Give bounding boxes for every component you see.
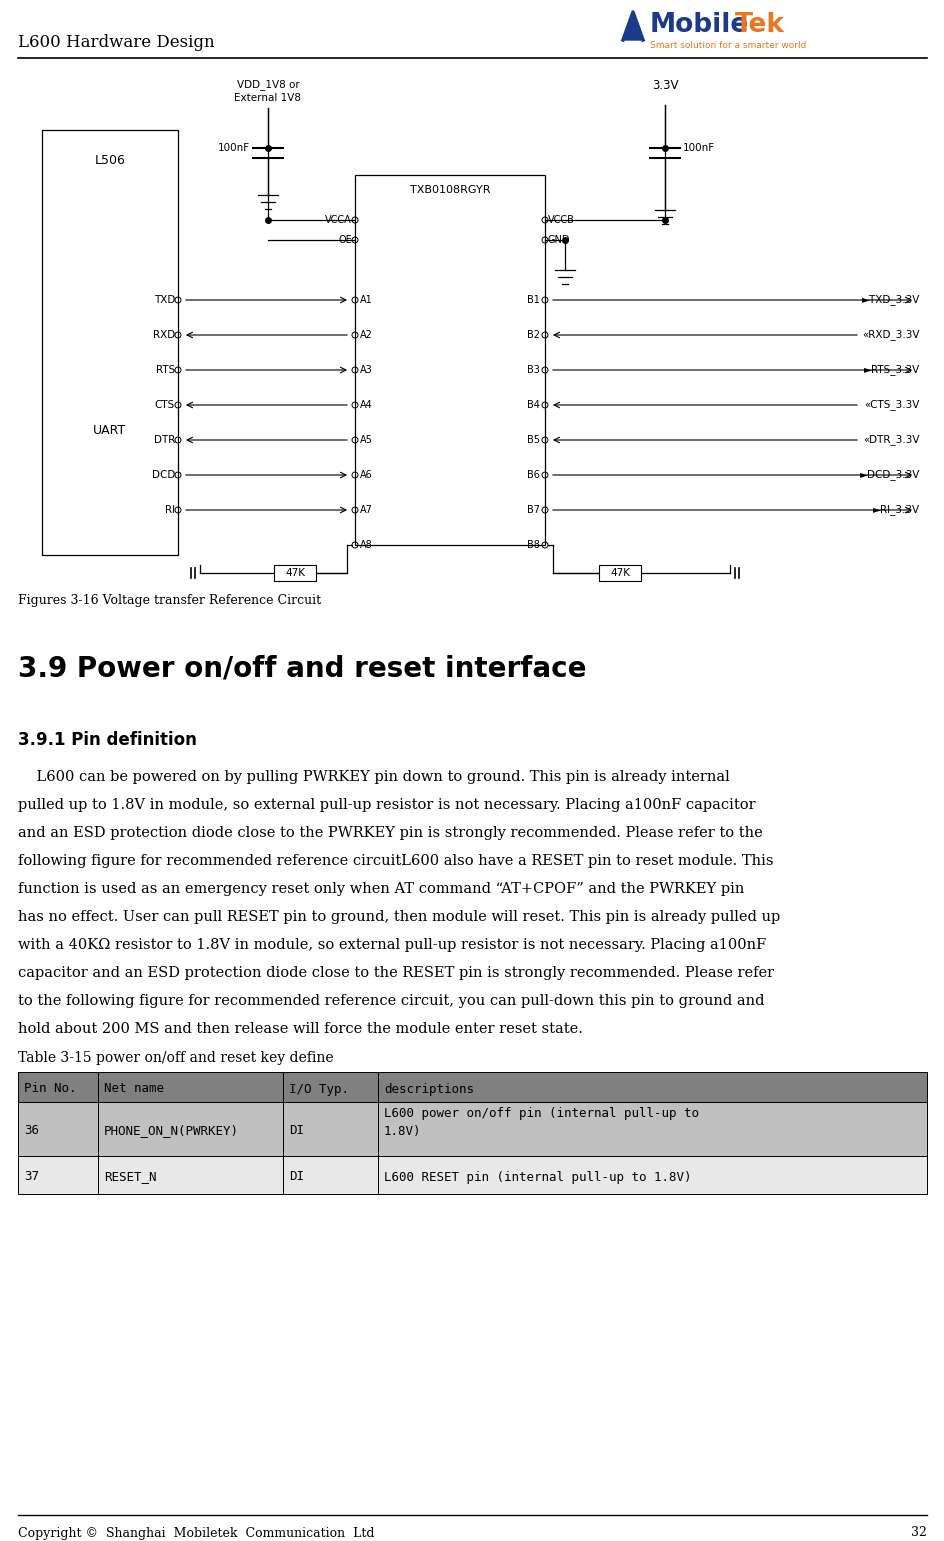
Text: I/O Typ.: I/O Typ. [289,1082,348,1096]
Text: 32: 32 [910,1527,926,1539]
Text: 36: 36 [24,1125,39,1137]
Text: 1.8V): 1.8V) [383,1125,421,1139]
Text: Copyright ©  Shanghai  Mobiletek  Communication  Ltd: Copyright © Shanghai Mobiletek Communica… [18,1527,374,1539]
Text: B3: B3 [527,365,539,374]
Text: with a 40KΩ resistor to 1.8V in module, so external pull-up resistor is not nece: with a 40KΩ resistor to 1.8V in module, … [18,938,766,952]
Text: 47K: 47K [610,569,630,578]
Bar [282,1156,378,1194]
Text: Table 3-15 power on/off and reset key define: Table 3-15 power on/off and reset key de… [18,1051,333,1065]
Text: Net name: Net name [104,1082,164,1096]
Text: External 1V8: External 1V8 [234,92,301,103]
Text: RESET_N: RESET_N [104,1171,157,1183]
Text: A2: A2 [360,330,373,341]
Text: L506: L506 [94,154,126,166]
Text: «RXD_3.3V: «RXD_3.3V [862,330,919,341]
Text: 47K: 47K [285,569,305,578]
Text: DTR: DTR [154,435,175,445]
Text: RTS: RTS [156,365,175,374]
Text: descriptions: descriptions [383,1082,474,1096]
Text: 37: 37 [24,1171,39,1183]
Text: ►TXD_3.3V: ►TXD_3.3V [861,294,919,305]
Text: ►RI_3.3V: ►RI_3.3V [872,504,919,515]
Bar [18,1073,98,1102]
Text: A6: A6 [360,470,372,479]
Text: to the following figure for recommended reference circuit, you can pull-down thi: to the following figure for recommended … [18,994,764,1008]
Text: has no effect. User can pull RESET pin to ground, then module will reset. This p: has no effect. User can pull RESET pin t… [18,911,780,925]
Text: following figure for recommended reference circuitL600 also have a RESET pin to : following figure for recommended referen… [18,854,773,868]
Bar [282,1073,378,1102]
Text: Pin No.: Pin No. [24,1082,76,1096]
Text: and an ESD protection diode close to the PWRKEY pin is strongly recommended. Ple: and an ESD protection diode close to the… [18,826,762,840]
Bar [598,566,640,581]
Bar [282,1102,378,1156]
Text: ►RTS_3.3V: ►RTS_3.3V [863,365,919,376]
Text: GND: GND [548,234,570,245]
Text: VCCA: VCCA [325,216,351,225]
Text: L600 Hardware Design: L600 Hardware Design [18,34,214,51]
Text: CTS: CTS [155,401,175,410]
Bar [18,1102,98,1156]
Text: Figures 3-16 Voltage transfer Reference Circuit: Figures 3-16 Voltage transfer Reference … [18,593,321,607]
Text: TXB0108RGYR: TXB0108RGYR [410,185,490,196]
Text: 100nF: 100nF [683,143,715,153]
Text: B4: B4 [527,401,539,410]
Text: TXD: TXD [154,294,175,305]
Text: L600 can be powered on by pulling PWRKEY pin down to ground. This pin is already: L600 can be powered on by pulling PWRKEY… [18,770,729,784]
Bar [18,1156,98,1194]
Text: ►DCD_3.3V: ►DCD_3.3V [859,470,919,481]
Text: A1: A1 [360,294,372,305]
Bar [355,176,545,546]
Text: OE: OE [338,234,351,245]
Text: 3.3V: 3.3V [651,79,678,91]
Text: UART: UART [93,424,126,436]
Bar [98,1073,282,1102]
Text: DI: DI [289,1125,304,1137]
Text: PHONE_ON_N(PWRKEY): PHONE_ON_N(PWRKEY) [104,1125,239,1137]
Bar [98,1156,282,1194]
Bar [42,129,177,555]
Text: «CTS_3.3V: «CTS_3.3V [864,399,919,410]
Text: L600 RESET pin (internal pull-up to 1.8V): L600 RESET pin (internal pull-up to 1.8V… [383,1171,691,1183]
Text: Tek: Tek [734,12,784,39]
Text: Smart solution for a smarter world: Smart solution for a smarter world [649,40,805,49]
Text: hold about 200 MS and then release will force the module enter reset state.: hold about 200 MS and then release will … [18,1022,582,1036]
Bar [378,1073,926,1102]
Text: B5: B5 [527,435,539,445]
Text: capacitor and an ESD protection diode close to the RESET pin is strongly recomme: capacitor and an ESD protection diode cl… [18,966,773,980]
Text: B2: B2 [527,330,539,341]
Text: pulled up to 1.8V in module, so external pull-up resistor is not necessary. Plac: pulled up to 1.8V in module, so external… [18,798,755,812]
Text: DCD: DCD [151,470,175,479]
Text: 3.9 Power on/off and reset interface: 3.9 Power on/off and reset interface [18,653,586,683]
Text: DI: DI [289,1171,304,1183]
Text: «DTR_3.3V: «DTR_3.3V [863,435,919,445]
Text: RI: RI [164,505,175,515]
Text: 3.9.1 Pin definition: 3.9.1 Pin definition [18,730,196,749]
Text: A4: A4 [360,401,372,410]
Text: A3: A3 [360,365,372,374]
Text: RXD: RXD [153,330,175,341]
Bar [98,1102,282,1156]
Text: B1: B1 [527,294,539,305]
Text: A8: A8 [360,539,372,550]
Bar [274,566,315,581]
Text: 100nF: 100nF [218,143,250,153]
Text: Mobile: Mobile [649,12,749,39]
Text: function is used as an emergency reset only when AT command “AT+CPOF” and the PW: function is used as an emergency reset o… [18,881,744,895]
Text: L600 power on/off pin (internal pull-up to: L600 power on/off pin (internal pull-up … [383,1108,699,1120]
Text: A7: A7 [360,505,373,515]
Text: B7: B7 [527,505,539,515]
Bar [378,1102,926,1156]
Bar [378,1156,926,1194]
Polygon shape [622,12,642,40]
Text: B6: B6 [527,470,539,479]
Text: A5: A5 [360,435,373,445]
Text: VCCB: VCCB [548,216,574,225]
Text: VDD_1V8 or: VDD_1V8 or [236,80,299,91]
Text: B8: B8 [527,539,539,550]
